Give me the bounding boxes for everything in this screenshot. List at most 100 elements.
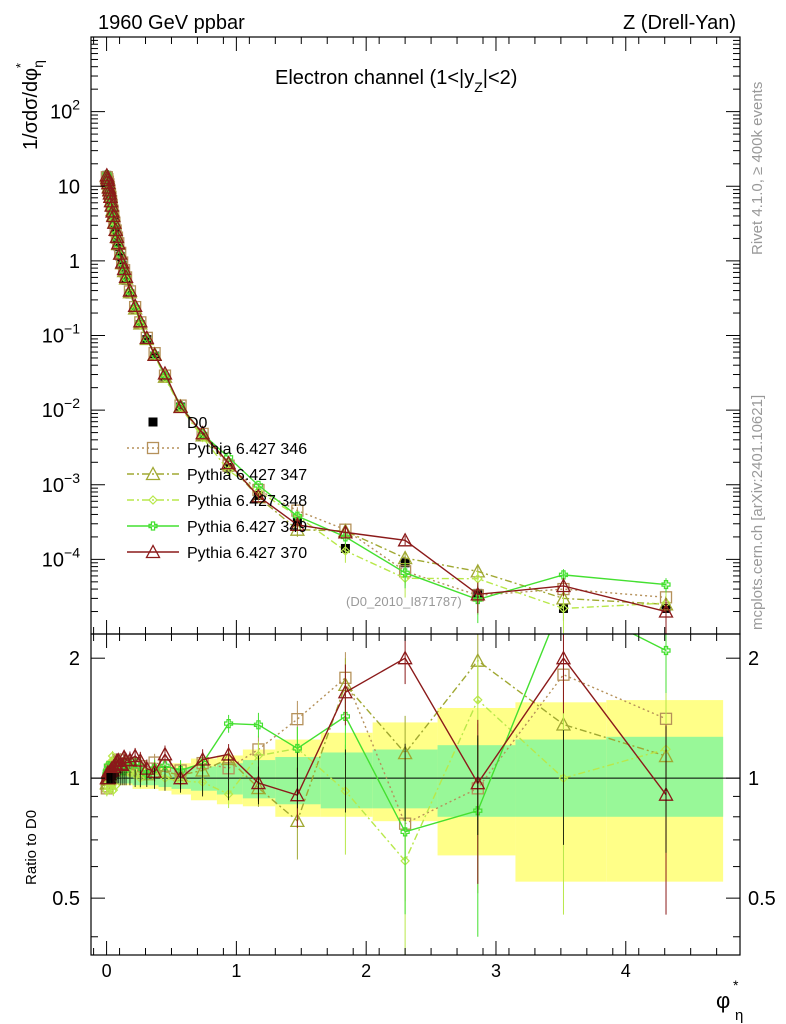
ratio-point [555,650,572,665]
ratio-point [661,645,671,656]
ratio-axis-title: Ratio to D0 [23,810,40,885]
ratio-point [292,743,302,754]
ratio-point [223,719,234,729]
x-tick-label: 2 [361,961,371,981]
ratio-point [114,757,130,772]
ratio-point [397,650,413,665]
analysis-label: (D0_2010_I871787) [346,594,462,609]
ratio-point [122,752,138,767]
series-point [250,488,267,503]
series-point [105,208,121,223]
x-axis-title: φ η * [716,977,743,1024]
main-series-group [99,167,674,634]
ratio-y-tick-label: 0.5 [52,888,80,910]
chart-title-part1: Electron channel (1<|y [275,67,474,89]
side-text-bottom-label: mcplots.cern.ch [arXiv:2401.10621] [749,395,766,630]
y-tick-exp: 2 [72,97,80,113]
side-text-top: Rivet 4.1.0, ≥ 400k events [749,82,766,255]
series-point [101,182,118,197]
x-tick-label: 1 [231,961,241,981]
legend-marker [148,521,158,531]
ratio-point [253,720,264,730]
legend-entry-5: Pythia 6.427 370 [127,544,307,562]
series-point [195,425,211,440]
header-right-title: Z (Drell-Yan) [623,12,736,34]
series-point [157,365,173,380]
ratio-uncertainty-bands [106,700,724,882]
legend-marker [145,544,161,559]
ratio-y-tick-label-right: 2 [748,648,759,670]
series-point [132,313,148,328]
ratio-point [337,684,353,699]
y-tick-base: 10 [50,102,72,124]
series-point [118,269,134,284]
legend-marker [146,441,160,455]
ratio-y-tick-label-right: 0.5 [748,888,776,910]
ratio-inner-band-8 [320,752,373,809]
series-point [130,304,140,315]
legend-label: Pythia 6.427 349 [187,519,307,536]
y-tick-label: 1 [69,251,80,273]
ratio-inner-band-6 [242,760,276,799]
series-point [340,546,351,556]
legend-entry-1: Pythia 6.427 346 [127,441,307,458]
series-point [160,373,170,383]
ratio-point [473,806,483,816]
series-point [558,603,569,614]
axis-ticks [91,37,740,955]
ratio-point [400,827,410,837]
y-tick-exp: −2 [64,395,80,411]
legend-marker [145,466,161,481]
series-point [100,171,116,186]
series-point [198,429,208,439]
x-tick-label: 4 [621,961,631,981]
side-text-bottom: mcplots.cern.ch [arXiv:2401.10621] [749,395,766,630]
series-point [289,517,305,532]
series-point [340,532,351,542]
series-point [172,399,189,414]
legend-marker [148,417,158,427]
series-point [658,603,674,618]
chart-title-sub: Z [474,79,483,95]
ratio-point [112,755,128,770]
series-point [470,586,486,601]
ratio-inner-band-5 [216,763,243,795]
ratio-point [127,748,143,763]
series-point [110,235,126,250]
y-tick-exp: −4 [64,544,80,560]
ratio-inner-band-12 [606,736,724,817]
y-tick-label: 10−3 [42,470,80,497]
series-line [106,177,667,610]
ratio-series-group [99,634,674,955]
ratio-y-tick-label-right: 1 [748,768,759,790]
legend-label: Pythia 6.427 370 [187,545,307,562]
y-axis-title-ratio: Ratio to D0 [23,810,40,885]
series-2 [101,172,671,634]
ratio-y-tick-label: 2 [69,648,80,670]
ratio-point [132,752,148,767]
series-point [223,452,234,462]
legend: D0 Pythia 6.427 346 Pythia 6.427 347 Pythia… [127,415,307,562]
ratio-point [340,711,351,722]
series-point [661,579,671,590]
legend-label: Pythia 6.427 348 [187,493,307,510]
chart-title-part2: |<2) [483,67,518,89]
series-point [473,594,483,605]
series-point [289,521,305,536]
series-point [253,480,264,491]
series-point [555,578,572,593]
ratio-series-d0 [106,726,667,853]
legend-entry-4: Pythia 6.427 349 [127,519,307,536]
series-point [121,274,131,284]
x-axis-title-eta: η [735,1007,743,1024]
series-point [147,347,163,362]
series-point [558,570,569,580]
legend-label: D0 [187,415,208,432]
legend-label: Pythia 6.427 346 [187,441,307,458]
series-point [108,222,124,237]
y-tick-exp: −1 [64,321,80,337]
ratio-y-tick-label: 1 [69,768,80,790]
series-point [125,288,135,298]
